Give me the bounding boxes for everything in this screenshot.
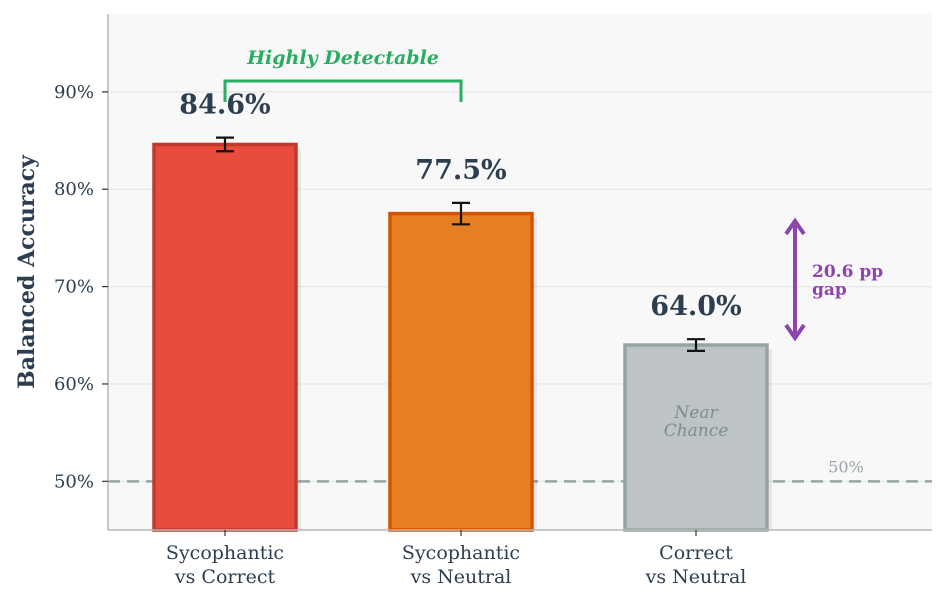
gap-arrow-head-up: [784, 217, 806, 236]
y-tick-label: 90%: [54, 82, 94, 103]
value-label: 77.5%: [415, 155, 506, 186]
y-tick-label: 70%: [54, 277, 94, 298]
bar: [388, 211, 534, 532]
bracket-line: [223, 79, 463, 102]
value-label: 64.0%: [650, 291, 741, 322]
bar: [152, 142, 298, 532]
gap-arrow-head-down: [784, 323, 806, 342]
y-tick-label: 60%: [54, 374, 94, 395]
x-tick-label: Correct vs Neutral: [645, 542, 747, 588]
near-chance-label: Near Chance: [664, 403, 729, 441]
x-tick-label: Sycophantic vs Neutral: [402, 542, 520, 588]
annotations: Highly Detectable Near Chance 20.6 pp gap: [223, 47, 883, 441]
y-axis-label: Balanced Accuracy: [14, 154, 40, 389]
x-tick-labels: Sycophantic vs Correct Sycophantic vs Neutr…: [166, 530, 746, 588]
bars: 84.6%77.5%64.0%: [152, 90, 772, 532]
y-ticks: 50% 60% 70% 80% 90%: [54, 82, 108, 492]
y-tick-label: 50%: [54, 471, 94, 492]
baseline-label: 50%: [828, 457, 864, 476]
y-tick-label: 80%: [54, 179, 94, 200]
x-tick-label: Sycophantic vs Correct: [166, 542, 284, 588]
bar: [623, 343, 769, 532]
gap-label: 20.6 pp gap: [812, 262, 883, 300]
bracket-label: Highly Detectable: [246, 47, 439, 69]
